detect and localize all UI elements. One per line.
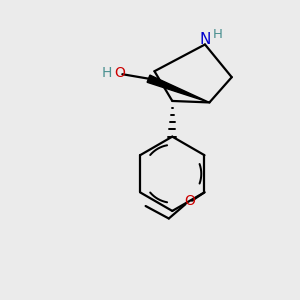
Text: H: H	[102, 66, 112, 80]
Text: O: O	[114, 66, 125, 80]
Text: O: O	[184, 194, 195, 208]
Text: N: N	[199, 32, 211, 46]
Polygon shape	[147, 75, 209, 102]
Text: H: H	[212, 28, 222, 41]
